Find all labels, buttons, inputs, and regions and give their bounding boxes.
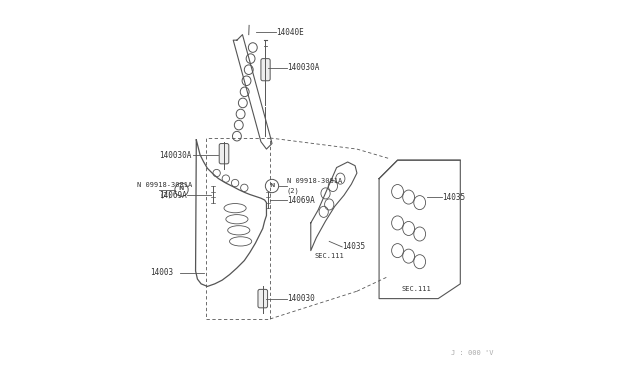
Text: 14003: 14003	[150, 268, 173, 277]
Text: 14069A: 14069A	[159, 191, 187, 200]
Text: 14035: 14035	[342, 243, 365, 251]
Text: SEC.111: SEC.111	[401, 286, 431, 292]
Text: 140030: 140030	[287, 294, 314, 303]
FancyBboxPatch shape	[261, 59, 270, 81]
Text: 140030A: 140030A	[159, 151, 192, 160]
Text: (2): (2)	[287, 187, 300, 194]
Text: 14069A: 14069A	[287, 196, 314, 205]
Text: N: N	[269, 183, 275, 188]
Text: 140030A: 140030A	[287, 63, 319, 72]
Text: N 09918-3081A: N 09918-3081A	[137, 182, 193, 188]
Text: SEC.111: SEC.111	[314, 253, 344, 259]
FancyBboxPatch shape	[220, 144, 229, 164]
Text: N: N	[179, 186, 184, 192]
Text: 14035: 14035	[442, 193, 465, 202]
FancyBboxPatch shape	[258, 289, 268, 308]
Text: (2): (2)	[159, 192, 172, 198]
Text: 14040E: 14040E	[276, 28, 303, 37]
Text: J : 000 'V: J : 000 'V	[451, 350, 493, 356]
Text: N 09918-3081A: N 09918-3081A	[287, 178, 342, 184]
